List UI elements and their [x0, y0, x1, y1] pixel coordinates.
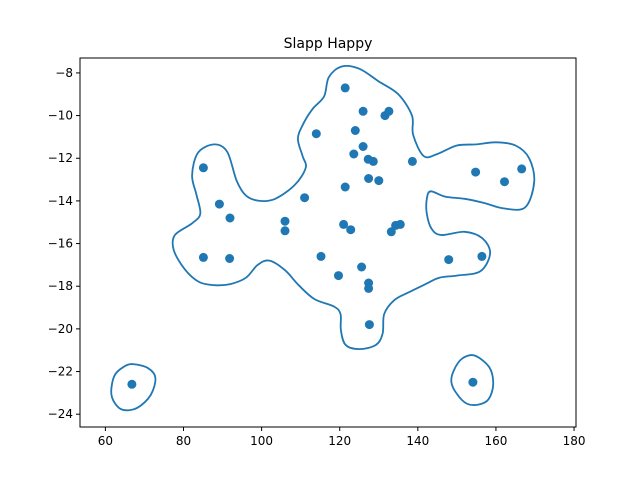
density-contour-3	[450, 354, 495, 406]
y-tick-label: −20	[48, 322, 73, 336]
data-point-29	[357, 262, 367, 272]
data-point-25	[395, 219, 405, 229]
x-tick-label: 100	[250, 434, 273, 448]
data-point-38	[517, 164, 527, 174]
data-point-18	[225, 213, 235, 223]
chart-title: Slapp Happy	[284, 36, 373, 52]
data-point-30	[334, 271, 343, 281]
data-point-7	[358, 142, 368, 151]
data-point-5	[350, 126, 360, 135]
x-tick-label: 120	[328, 434, 351, 448]
data-point-6	[311, 129, 321, 139]
data-point-4	[384, 106, 394, 116]
data-point-13	[374, 176, 384, 186]
data-point-21	[339, 219, 349, 229]
points-layer	[127, 83, 527, 389]
density-contour-1	[171, 65, 536, 351]
data-point-16	[198, 163, 208, 173]
density-contour-2	[110, 363, 157, 412]
y-tick-label: −14	[48, 194, 73, 208]
data-point-26	[198, 252, 208, 262]
y-tick-label: −12	[48, 151, 73, 165]
data-point-22	[346, 225, 356, 235]
data-point-39	[127, 379, 137, 389]
data-point-8	[349, 149, 359, 159]
data-point-28	[316, 251, 326, 261]
data-point-27	[225, 254, 235, 263]
y-tick-label: −10	[48, 109, 73, 123]
data-point-11	[407, 156, 417, 166]
y-tick-label: −18	[48, 279, 73, 293]
y-tick-label: −22	[48, 365, 73, 379]
data-point-17	[214, 199, 224, 209]
data-point-23	[386, 227, 396, 237]
data-point-35	[477, 251, 487, 261]
data-point-2	[358, 106, 368, 116]
plot-frame	[79, 57, 577, 428]
data-point-36	[471, 167, 481, 177]
x-tick-label: 160	[484, 434, 507, 448]
y-tick-label: −16	[48, 237, 73, 251]
data-point-37	[500, 177, 509, 187]
y-tick-label: −8	[55, 66, 73, 80]
data-point-15	[300, 193, 310, 203]
y-tick-label: −24	[48, 407, 73, 421]
x-axis-ticks: 60 80 100 120 140 160 180	[98, 427, 586, 448]
data-point-14	[340, 182, 350, 192]
data-point-20	[280, 226, 290, 236]
data-point-19	[280, 216, 290, 226]
x-tick-label: 140	[406, 434, 429, 448]
data-point-12	[364, 174, 374, 183]
x-tick-label: 80	[176, 434, 191, 448]
data-point-34	[444, 255, 454, 265]
data-point-1	[340, 83, 350, 93]
x-tick-label: 60	[98, 434, 113, 448]
data-point-40	[468, 377, 478, 387]
y-axis-ticks: −8 −10 −12 −14 −16 −18 −20 −22 −24	[48, 66, 80, 421]
data-point-10	[368, 156, 378, 166]
data-point-32	[364, 283, 374, 293]
data-point-33	[364, 320, 374, 330]
contour-layer	[110, 65, 536, 412]
x-tick-label: 180	[563, 434, 586, 448]
